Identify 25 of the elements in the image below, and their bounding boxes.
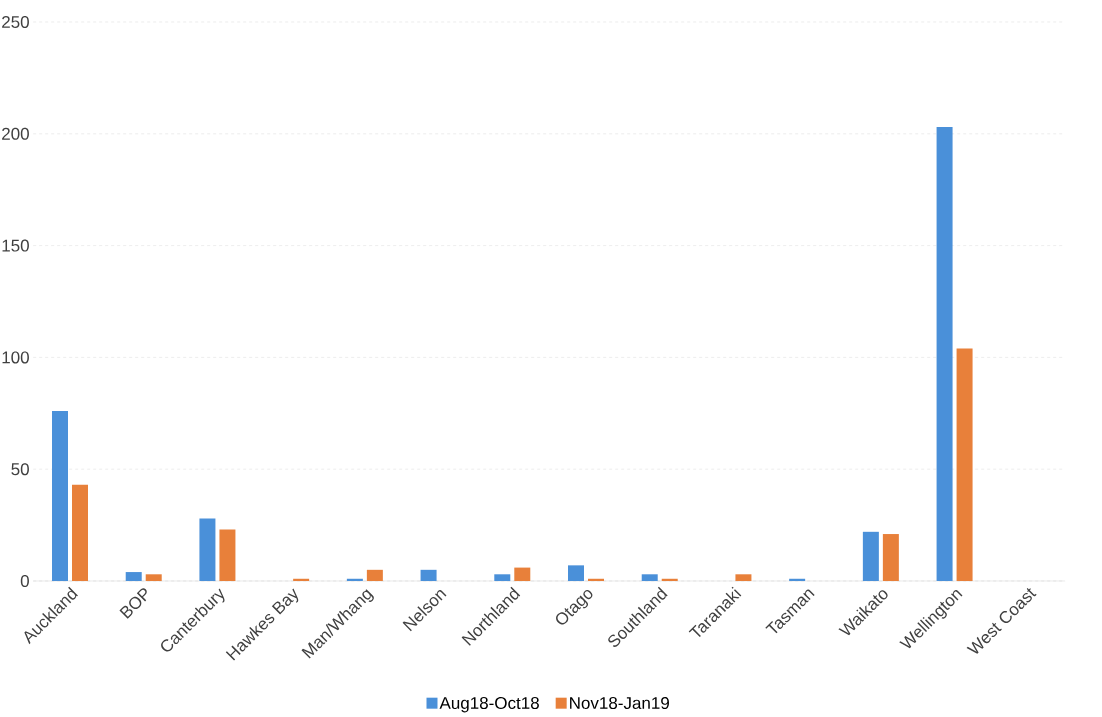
y-tick-label: 100	[2, 351, 29, 364]
y-tick-label: 250	[2, 15, 29, 29]
bar	[862, 531, 879, 581]
bar	[735, 574, 752, 581]
bar	[366, 569, 383, 581]
bar	[420, 569, 437, 581]
bar	[219, 529, 236, 581]
bar	[199, 518, 216, 581]
bar	[568, 565, 584, 581]
y-tick-label: 0	[20, 574, 29, 588]
y-tick-label: 50	[11, 463, 29, 476]
bar	[956, 348, 973, 581]
legend-label: Aug18-Oct18	[439, 697, 539, 713]
bar	[72, 484, 88, 581]
bar	[52, 411, 68, 581]
bar	[514, 567, 531, 581]
bar	[494, 574, 511, 581]
bar	[145, 574, 162, 581]
legend-label: Nov18-Jan19	[570, 697, 669, 710]
bar	[641, 574, 658, 581]
bar	[125, 572, 142, 581]
y-tick-label: 150	[2, 239, 29, 252]
bar	[936, 127, 953, 581]
bar	[882, 534, 899, 581]
y-tick-label: 200	[2, 127, 29, 140]
